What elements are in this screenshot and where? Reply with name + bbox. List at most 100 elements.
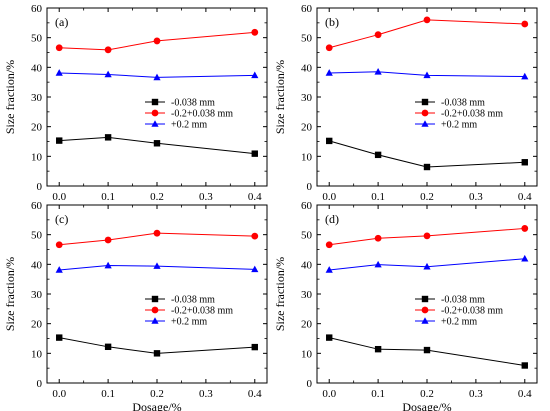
y-tick-label: 40	[31, 259, 43, 271]
legend: -0.038 mm-0.2+0.038 mm+0.2 mm	[145, 295, 233, 328]
plot-frame	[46, 7, 268, 187]
legend-marker	[151, 317, 159, 324]
legend-marker	[421, 98, 429, 106]
series-3	[325, 67, 529, 80]
y-tick-label: 20	[31, 122, 43, 134]
y-tick-label: 60	[31, 200, 43, 212]
plot-frame	[316, 204, 538, 384]
series-line	[59, 72, 255, 78]
x-tick-label: 0.3	[469, 388, 483, 400]
x-tick-label: 0.1	[371, 388, 385, 400]
series-line	[329, 19, 525, 49]
y-axis-label: Size fraction/%	[3, 60, 17, 134]
y-tick-label: 30	[301, 92, 313, 104]
legend-marker	[421, 295, 429, 303]
data-point	[374, 151, 382, 159]
y-tick-label: 20	[301, 122, 313, 134]
data-point	[423, 16, 431, 24]
series-3	[325, 254, 529, 273]
y-tick-label: 60	[31, 3, 43, 15]
legend-marker	[151, 109, 159, 117]
y-tick-label: 50	[301, 230, 313, 242]
data-point	[56, 137, 63, 144]
legend-label: -0.2+0.038 mm	[171, 109, 233, 120]
legend: -0.038 mm-0.2+0.038 mm+0.2 mm	[415, 98, 503, 131]
series-3	[55, 261, 259, 273]
panel-label: (b)	[325, 15, 339, 29]
data-point	[423, 262, 431, 270]
data-point	[374, 67, 382, 75]
legend-marker	[421, 109, 429, 117]
data-point	[326, 137, 333, 145]
series-line	[59, 232, 255, 246]
data-point	[251, 150, 258, 157]
data-point	[104, 46, 112, 54]
legend-label: +0.2 mm	[171, 317, 207, 328]
legend-label: -0.2+0.038 mm	[441, 306, 503, 317]
x-tick-label: 0.1	[371, 191, 385, 203]
data-point	[104, 134, 112, 141]
panel-label: (d)	[325, 212, 339, 226]
series-line	[59, 31, 255, 51]
data-point	[521, 362, 528, 369]
data-point	[153, 140, 161, 147]
data-point	[153, 350, 161, 357]
y-tick-label: 10	[301, 348, 313, 360]
y-tick-label: 30	[301, 289, 313, 301]
data-point	[521, 254, 529, 262]
chart-panel: 0 10 20 30 40 50 60 0.0 0.1 0.2 0.3 0.4 Size fractio…	[273, 200, 538, 411]
x-tick-label: 0.0	[322, 388, 336, 400]
series-line	[329, 258, 525, 271]
data-point	[153, 229, 161, 237]
y-tick-label: 30	[31, 289, 43, 301]
y-tick-label: 0	[307, 378, 313, 390]
data-point	[251, 343, 258, 351]
series-line	[329, 227, 525, 246]
legend-marker	[151, 120, 159, 127]
y-tick-label: 10	[31, 151, 43, 163]
x-tick-label: 0.1	[101, 191, 115, 203]
x-tick-label: 0.4	[248, 191, 262, 203]
chart-panel: 0 10 20 30 40 50 60 0.0 0.1 0.2 0.3 0.4 Size fractio…	[273, 3, 538, 203]
legend-marker	[151, 98, 159, 106]
data-point	[104, 70, 112, 78]
series-3	[55, 69, 259, 81]
data-point	[153, 73, 161, 81]
legend-label: -0.2+0.038 mm	[441, 109, 503, 120]
y-tick-label: 0	[37, 181, 43, 193]
data-point	[374, 345, 382, 353]
y-tick-label: 0	[307, 181, 313, 193]
y-tick-label: 30	[31, 92, 43, 104]
data-point	[423, 346, 431, 354]
data-point	[56, 334, 63, 341]
data-point	[374, 260, 382, 268]
data-point	[55, 69, 63, 76]
y-tick-label: 60	[301, 3, 313, 15]
data-point	[521, 20, 529, 28]
data-point	[423, 163, 431, 171]
x-axis-label: Dosage/%	[132, 400, 181, 411]
series-line	[59, 136, 255, 155]
series-2	[325, 16, 529, 52]
x-tick-label: 0.0	[52, 191, 66, 203]
y-tick-label: 20	[31, 319, 43, 331]
data-point	[374, 31, 382, 39]
x-tick-label: 0.0	[52, 388, 66, 400]
data-point	[521, 225, 529, 232]
data-point	[153, 37, 161, 45]
x-tick-label: 0.2	[150, 191, 164, 203]
x-tick-label: 0.3	[199, 388, 213, 400]
legend-label: -0.038 mm	[441, 98, 485, 109]
data-point	[104, 261, 112, 269]
series-2	[55, 229, 259, 249]
y-tick-label: 60	[301, 200, 313, 212]
data-point	[55, 241, 63, 249]
legend-marker	[151, 306, 159, 314]
data-point	[521, 72, 529, 80]
x-tick-label: 0.2	[420, 191, 434, 203]
x-tick-label: 0.4	[518, 191, 532, 203]
legend-marker	[421, 306, 429, 314]
y-tick-label: 0	[37, 378, 43, 390]
data-point	[325, 44, 333, 52]
